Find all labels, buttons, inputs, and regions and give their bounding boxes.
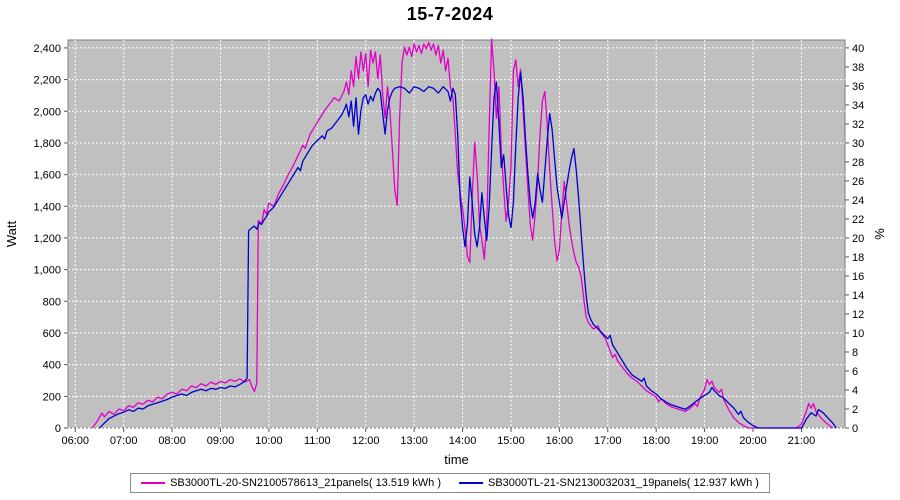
svg-text:06:00: 06:00: [61, 435, 89, 447]
svg-text:0: 0: [55, 423, 61, 435]
series-line-1: [99, 71, 837, 429]
svg-text:20: 20: [852, 233, 864, 245]
svg-text:10:00: 10:00: [255, 435, 283, 447]
svg-text:34: 34: [852, 100, 864, 112]
axis-ticks: [64, 47, 849, 432]
svg-text:24: 24: [852, 195, 864, 207]
legend: SB3000TL-20-SN2100578613_21panels( 13.51…: [130, 473, 770, 493]
svg-text:600: 600: [43, 328, 61, 340]
svg-text:14:00: 14:00: [449, 435, 477, 447]
svg-text:07:00: 07:00: [110, 435, 138, 447]
svg-text:16: 16: [852, 271, 864, 283]
svg-text:1,800: 1,800: [33, 138, 61, 150]
svg-text:15:00: 15:00: [497, 435, 525, 447]
y-axis-label-right: %: [872, 228, 887, 240]
svg-text:08:00: 08:00: [158, 435, 186, 447]
svg-text:19:00: 19:00: [691, 435, 719, 447]
svg-text:30: 30: [852, 138, 864, 150]
y-axis-label-left: Watt: [4, 220, 19, 247]
svg-text:11:00: 11:00: [304, 435, 331, 447]
svg-text:40: 40: [852, 43, 864, 55]
svg-text:2,200: 2,200: [33, 75, 61, 87]
svg-text:400: 400: [43, 360, 61, 372]
legend-label-inverter-21: SB3000TL-21-SN2130032031_19panels( 12.93…: [488, 477, 759, 489]
svg-text:1,400: 1,400: [33, 201, 61, 213]
svg-text:18:00: 18:00: [642, 435, 670, 447]
svg-text:26: 26: [852, 176, 864, 188]
svg-text:16:00: 16:00: [546, 435, 574, 447]
svg-text:200: 200: [43, 391, 61, 403]
svg-text:21:00: 21:00: [788, 435, 816, 447]
plot-area: [67, 39, 846, 429]
svg-text:36: 36: [852, 81, 864, 93]
svg-text:1,600: 1,600: [33, 170, 61, 182]
legend-label-inverter-20: SB3000TL-20-SN2100578613_21panels( 13.51…: [170, 477, 441, 489]
svg-text:38: 38: [852, 62, 864, 74]
axis-tick-labels: 06:00 07:00 08:00 09:00 10:00 11:00 12:00 13:00…: [33, 43, 864, 447]
svg-text:2,400: 2,400: [33, 43, 61, 55]
svg-text:6: 6: [852, 366, 858, 378]
svg-text:14: 14: [852, 290, 864, 302]
svg-text:09:00: 09:00: [207, 435, 235, 447]
svg-text:10: 10: [852, 328, 864, 340]
power-chart: 06:00 07:00 08:00 09:00 10:00 11:00 12:00 13:00…: [4, 38, 887, 467]
legend-line-swatch-magenta: [141, 482, 166, 484]
svg-text:32: 32: [852, 119, 864, 131]
svg-text:2: 2: [852, 404, 858, 416]
svg-text:22: 22: [852, 214, 864, 226]
legend-entry-inverter-21: SB3000TL-21-SN2130032031_19panels( 12.93…: [459, 477, 759, 489]
svg-text:1,200: 1,200: [33, 233, 61, 245]
svg-text:1,000: 1,000: [33, 265, 61, 277]
svg-text:12: 12: [852, 309, 864, 321]
svg-text:13:00: 13:00: [400, 435, 428, 447]
svg-text:2,000: 2,000: [33, 106, 61, 118]
svg-text:12:00: 12:00: [352, 435, 380, 447]
svg-text:18: 18: [852, 252, 864, 264]
series-line-0: [91, 38, 834, 429]
x-axis-label: time: [444, 452, 469, 467]
svg-text:4: 4: [852, 385, 858, 397]
legend-entry-inverter-20: SB3000TL-20-SN2100578613_21panels( 13.51…: [141, 477, 441, 489]
svg-text:20:00: 20:00: [739, 435, 767, 447]
chart-title: 15-7-2024: [406, 4, 494, 24]
svg-text:17:00: 17:00: [594, 435, 622, 447]
svg-text:800: 800: [43, 296, 61, 308]
svg-text:0: 0: [852, 423, 858, 435]
svg-text:28: 28: [852, 157, 864, 169]
legend-line-swatch-blue: [459, 482, 483, 484]
svg-text:8: 8: [852, 347, 858, 359]
